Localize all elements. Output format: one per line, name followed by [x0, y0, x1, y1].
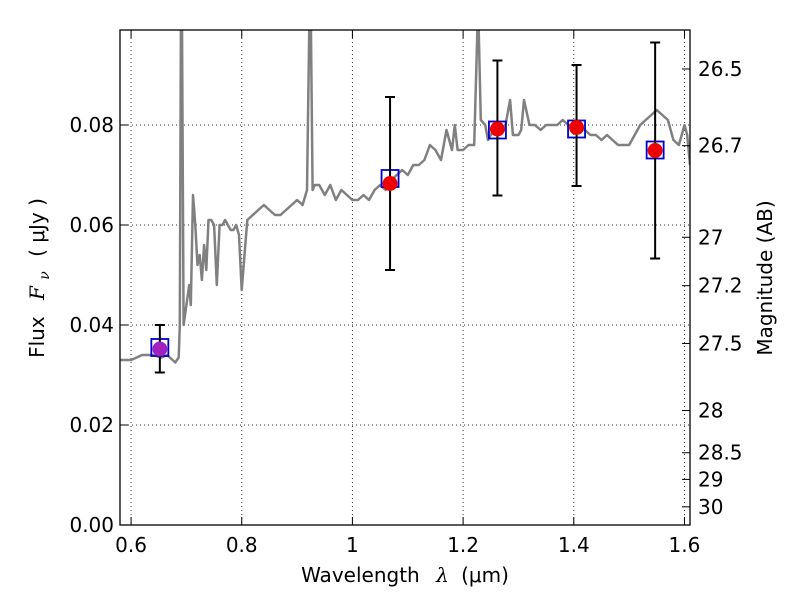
y-tick-label: 0.06: [69, 213, 114, 237]
y-tick-label: 0.00: [69, 513, 114, 537]
y-axis-label-unit: ( μJy ): [25, 198, 49, 257]
y-axis-label-prefix: Flux: [25, 316, 49, 358]
magnitude-tick-label: 26.7: [698, 134, 743, 158]
y-axis-label-symbol: F: [25, 285, 49, 301]
x-axis-label-prefix: Wavelength: [301, 563, 420, 587]
plot-frame: [119, 29, 691, 526]
observed-point-0: [152, 341, 168, 357]
x-tick-label: 1.2: [447, 533, 479, 557]
magnitude-tick-label: 30: [698, 495, 723, 519]
y-axis-label-subscript: ν: [37, 271, 53, 280]
magnitude-tick-label: 29: [698, 467, 723, 491]
magnitude-tick-label: 27: [698, 225, 723, 249]
magnitude-tick-label: 26.5: [698, 57, 743, 81]
x-axis-label-unit: (μm): [461, 563, 509, 587]
plot-clipped-group: [120, 30, 690, 525]
plot-area: [120, 30, 690, 525]
observed-point-4: [647, 143, 663, 158]
x-axis-label: Wavelength λ (μm): [301, 563, 509, 587]
y-tick-label: 0.08: [69, 113, 114, 137]
x-tick-label: 1.6: [669, 533, 701, 557]
magnitude-tick-label: 27.5: [698, 331, 743, 355]
observed-point-2: [489, 121, 505, 137]
x-tick-label: 1: [346, 533, 359, 557]
observed-point-3: [569, 120, 585, 135]
x-tick-label: 1.4: [558, 533, 590, 557]
x-axis-label-symbol: λ: [435, 563, 449, 587]
magnitude-tick-label: 27.2: [698, 274, 743, 298]
x-tick-label: 0.8: [226, 533, 258, 557]
y-tick-label: 0.04: [69, 313, 114, 337]
magnitude-tick-label: 28.5: [698, 441, 743, 465]
x-tick-label: 0.6: [115, 533, 147, 557]
observed-point-1: [382, 176, 398, 191]
y-axis-label: Flux F ν ( μJy ): [25, 198, 54, 358]
magnitude-tick-label: 28: [698, 398, 723, 422]
y-tick-label: 0.02: [69, 413, 114, 437]
axes: 0.6 0.8 1 1.2 1.4 1.6 0.00 0.02 0.04 0.06 0.08 26.5…: [69, 29, 743, 557]
magnitude-axis-label: Magnitude (AB): [753, 200, 777, 355]
